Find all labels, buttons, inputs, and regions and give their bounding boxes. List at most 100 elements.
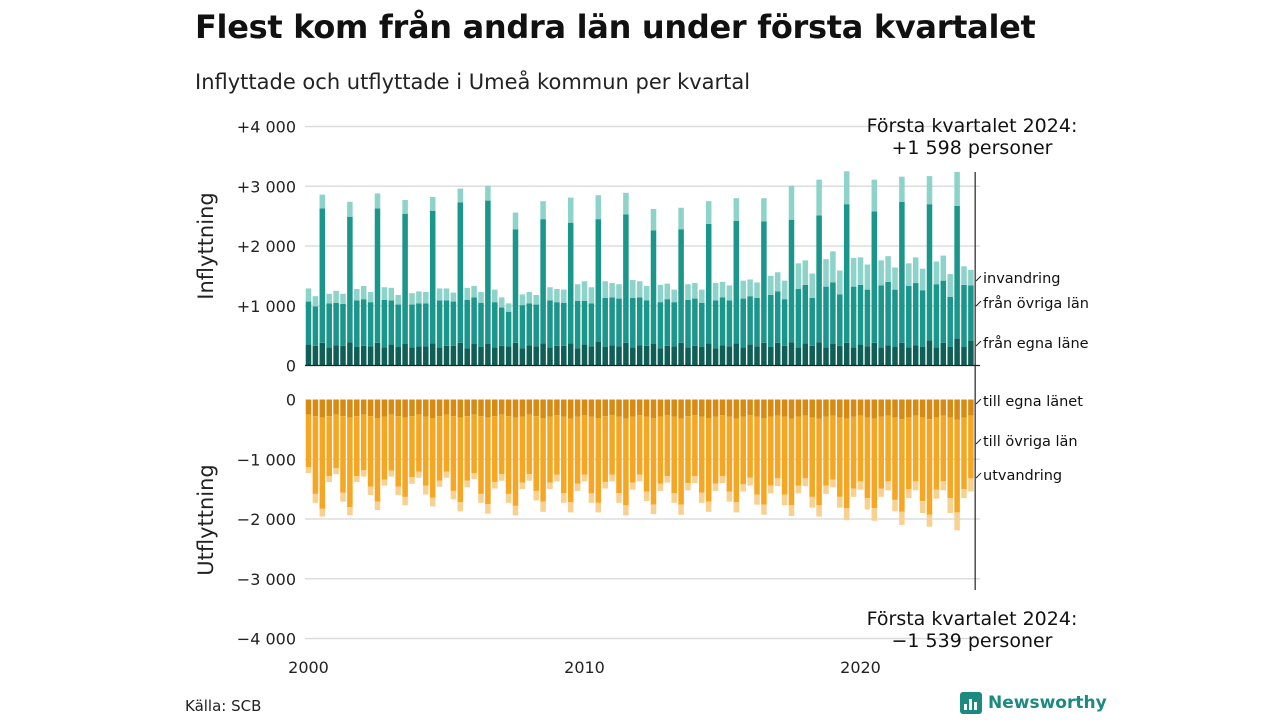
bar-in-segment — [478, 346, 484, 366]
bar-out-segment — [436, 399, 443, 417]
bar-in-segment — [643, 300, 650, 346]
bar-out-segment — [678, 418, 684, 505]
bar-in-segment — [595, 195, 602, 220]
bar-out-segment — [961, 417, 967, 490]
bar-out-segment — [319, 508, 326, 517]
bar-in-segment — [326, 347, 332, 366]
bar-out-segment — [340, 492, 346, 502]
bar-in-segment — [843, 204, 850, 343]
bar-out-segment — [864, 399, 871, 418]
bar-in-segment — [837, 294, 843, 346]
bar-out-segment — [899, 511, 905, 525]
bar-in-segment — [685, 299, 691, 348]
bar-in-segment — [636, 297, 643, 346]
bar-out-segment — [457, 417, 464, 503]
bar-in-segment — [823, 259, 829, 287]
bar-in-segment — [485, 185, 491, 201]
bar-out-segment — [864, 498, 871, 510]
bar-in-segment — [423, 303, 429, 347]
bar-in-segment — [540, 219, 546, 344]
bar-out-segment — [485, 504, 491, 514]
bar-out-segment — [906, 489, 912, 499]
legend-label: invandring — [983, 271, 1060, 287]
bar-out-segment — [574, 483, 581, 491]
bar-in-segment — [423, 292, 429, 304]
bar-out-segment — [747, 399, 753, 416]
bar-in-segment — [906, 263, 912, 287]
bar-out-segment — [733, 399, 740, 419]
bar-out-segment — [912, 399, 919, 416]
bar-in-segment — [333, 302, 339, 346]
y-tick-label: −2 000 — [237, 510, 296, 529]
bar-in-segment — [519, 294, 526, 306]
bar-out-segment — [968, 415, 974, 479]
bar-out-segment — [671, 416, 677, 494]
bar-in-segment — [961, 266, 967, 285]
bar-in-segment — [685, 347, 691, 366]
bar-out-segment — [581, 399, 588, 416]
outflow-bars — [305, 399, 974, 531]
bar-out-segment — [705, 501, 712, 512]
bar-in-segment — [692, 283, 698, 299]
bar-out-segment — [623, 418, 629, 506]
bar-out-segment — [623, 399, 629, 419]
bar-out-segment — [616, 416, 622, 494]
bar-out-segment — [505, 399, 512, 417]
bar-out-segment — [381, 399, 388, 417]
bar-out-segment — [878, 416, 884, 489]
brand-name: Newsworthy — [988, 693, 1107, 713]
bar-in-segment — [395, 304, 401, 347]
bar-out-segment — [747, 415, 753, 478]
bar-in-segment — [429, 210, 436, 344]
bar-in-segment — [705, 223, 712, 344]
bar-in-segment — [423, 346, 429, 366]
bar-out-segment — [609, 399, 615, 416]
bar-out-segment — [650, 418, 657, 505]
bar-out-segment — [643, 416, 650, 492]
y-tick-label: +1 000 — [237, 297, 296, 316]
legend-label: utvandring — [983, 468, 1062, 484]
bar-in-segment — [485, 200, 491, 344]
y-tick-label: +2 000 — [237, 237, 296, 256]
bar-in-segment — [471, 286, 477, 298]
bar-out-segment — [409, 477, 415, 484]
bar-in-segment — [443, 345, 450, 366]
legend-outflow: till egna länet till övriga län utvandring — [975, 394, 1083, 484]
bar-in-segment — [533, 294, 539, 305]
source-label: Källa: SCB — [185, 697, 262, 715]
bar-in-segment — [726, 285, 733, 301]
bar-in-segment — [623, 214, 629, 343]
bar-out-segment — [595, 399, 602, 419]
bar-in-segment — [581, 344, 588, 366]
bar-out-segment — [485, 399, 491, 418]
bar-out-segment — [354, 399, 360, 417]
bar-in-segment — [650, 343, 657, 366]
x-tick-label: 2020 — [840, 658, 881, 677]
bar-out-segment — [450, 399, 457, 417]
bar-in-segment — [747, 279, 753, 297]
annotation-bottom-line1: Första kvartalet 2024: — [867, 608, 1078, 630]
bar-in-segment — [360, 286, 367, 300]
bar-out-segment — [340, 416, 346, 493]
bar-out-segment — [892, 417, 898, 500]
bar-out-segment — [540, 399, 546, 419]
bar-out-segment — [312, 416, 319, 494]
bar-out-segment — [837, 496, 843, 508]
bar-in-segment — [719, 297, 726, 346]
bar-in-segment — [871, 179, 878, 212]
bar-out-segment — [657, 399, 664, 417]
chart-subtitle: Inflyttade och utflyttade i Umeå kommun … — [195, 70, 751, 94]
bar-in-segment — [429, 197, 436, 211]
bar-out-segment — [505, 416, 512, 494]
bar-out-segment — [574, 416, 581, 484]
bar-in-segment — [595, 341, 602, 366]
bar-in-segment — [899, 342, 905, 366]
bar-in-segment — [802, 284, 809, 344]
bar-out-segment — [919, 399, 926, 418]
bar-in-segment — [795, 263, 802, 290]
bar-in-segment — [671, 302, 677, 347]
bar-out-segment — [816, 505, 822, 517]
bar-out-segment — [678, 504, 684, 515]
bar-in-segment — [788, 342, 795, 366]
bar-in-segment — [768, 275, 774, 295]
